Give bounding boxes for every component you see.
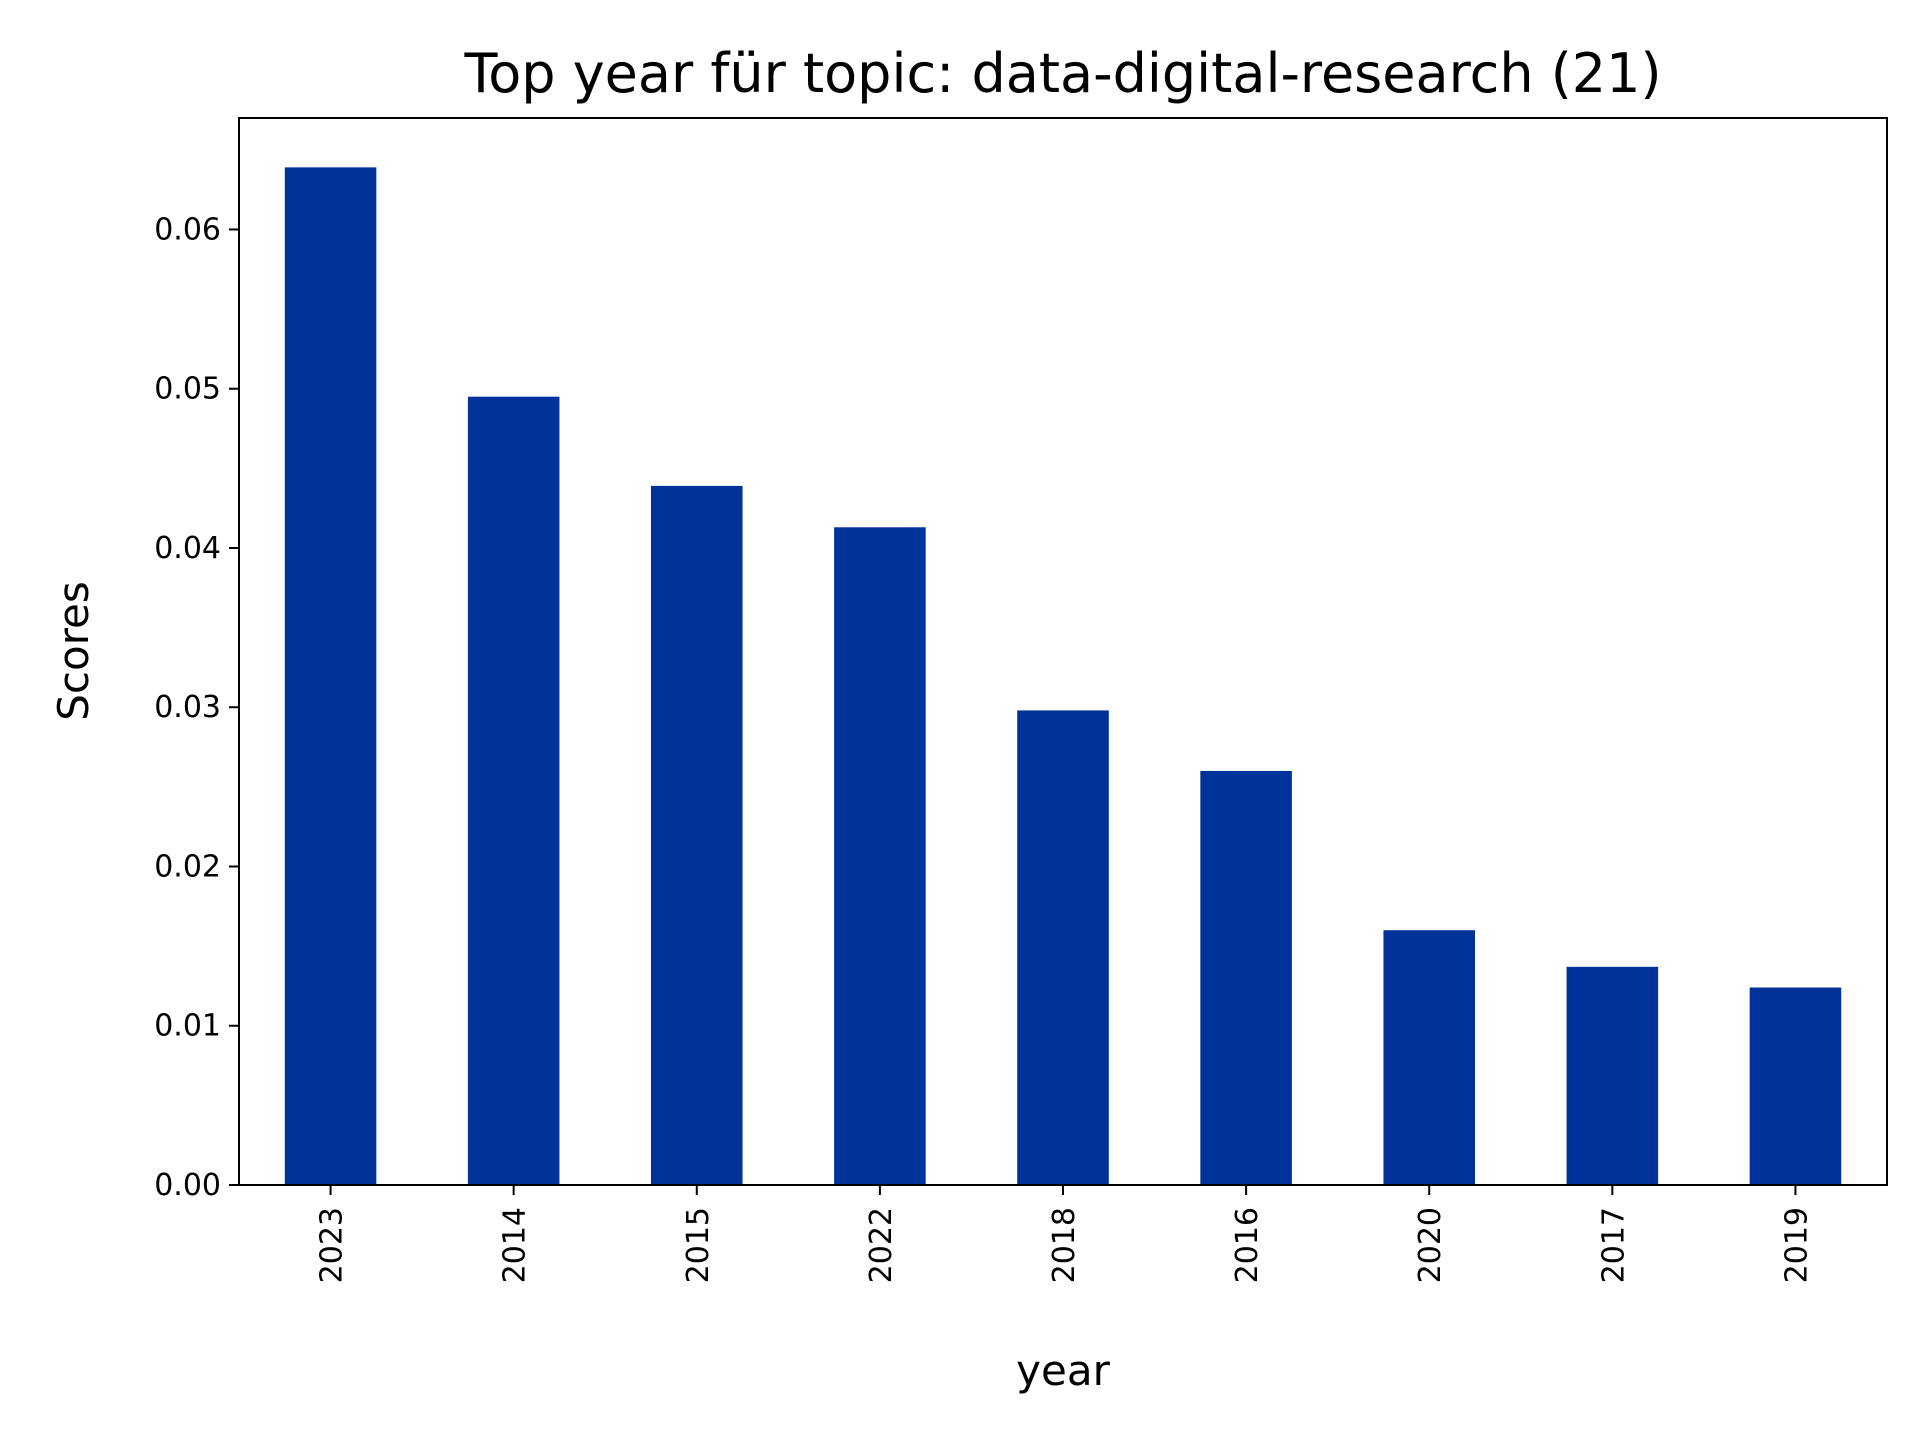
x-tick-label: 2014 (498, 1207, 533, 1283)
x-tick-label: 2022 (864, 1207, 899, 1283)
y-tick-label: 0.00 (154, 1168, 221, 1203)
bar-2019 (1749, 987, 1842, 1185)
plot-frame (238, 117, 1888, 1186)
y-tick-label: 0.04 (154, 531, 221, 566)
bar-2022 (834, 527, 926, 1185)
y-tick-label: 0.03 (154, 690, 221, 725)
bar-2016 (1200, 770, 1292, 1185)
x-axis-label: year (1016, 1346, 1110, 1395)
bar-2020 (1383, 930, 1475, 1185)
chart-title: Top year für topic: data-digital-researc… (463, 42, 1661, 105)
x-tick-label: 2023 (315, 1207, 350, 1283)
bars-layer (284, 167, 1842, 1186)
x-tick-label: 2015 (681, 1207, 716, 1283)
bar-2018 (1017, 710, 1109, 1185)
x-tick-label: 2020 (1413, 1207, 1448, 1283)
bar-2023 (284, 167, 377, 1185)
x-tick-label: 2017 (1596, 1207, 1631, 1283)
bar-2015 (651, 485, 743, 1186)
y-tick-label: 0.05 (154, 372, 221, 407)
y-tick-label: 0.06 (154, 212, 221, 247)
y-axis-label: Scores (49, 581, 98, 721)
x-tick-label: 2019 (1779, 1207, 1814, 1283)
y-tick-label: 0.02 (154, 849, 221, 884)
x-axis-ticks: 2023 2014 2015 2022 2018 2016 2020 2017 2019 (315, 1185, 1814, 1283)
y-tick-label: 0.01 (154, 1009, 221, 1044)
bar-2017 (1566, 966, 1659, 1185)
x-tick-label: 2016 (1230, 1207, 1265, 1283)
y-axis-ticks: 0.00 0.01 0.02 0.03 0.04 0.05 0.06 (154, 212, 239, 1203)
bar-2014 (467, 396, 560, 1185)
x-tick-label: 2018 (1047, 1207, 1082, 1283)
